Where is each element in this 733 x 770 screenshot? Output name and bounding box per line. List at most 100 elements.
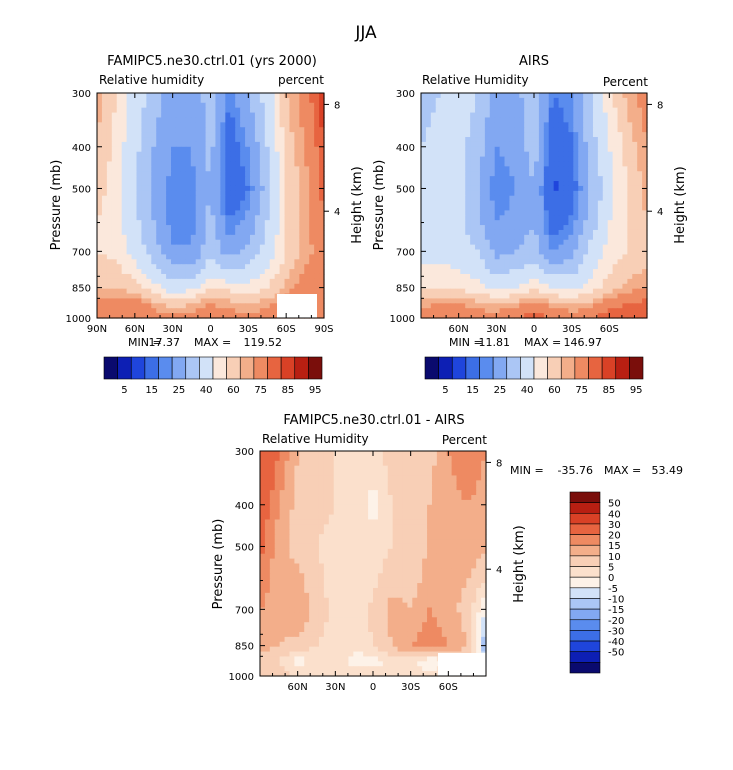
contour-cell bbox=[294, 127, 300, 133]
contour-cell bbox=[146, 102, 152, 109]
contour-cell bbox=[200, 210, 207, 216]
contour-cell bbox=[382, 490, 389, 496]
contour-cell bbox=[304, 122, 310, 128]
contour-cell bbox=[460, 210, 466, 216]
contour-cell bbox=[240, 127, 246, 133]
contour-cell bbox=[387, 480, 394, 486]
contour-cell bbox=[240, 254, 246, 260]
contour-cell bbox=[573, 288, 579, 295]
contour-cell bbox=[264, 460, 271, 467]
contour-cell bbox=[568, 190, 574, 197]
contour-cell bbox=[156, 264, 162, 270]
contour-cell bbox=[314, 122, 320, 128]
contour-cell bbox=[494, 298, 501, 304]
contour-cell bbox=[642, 205, 648, 211]
contour-cell bbox=[455, 190, 461, 197]
contour-cell bbox=[466, 504, 472, 511]
contour-cell bbox=[440, 229, 447, 236]
contour-cell bbox=[632, 112, 638, 119]
contour-cell bbox=[304, 190, 310, 197]
contour-cell bbox=[470, 176, 476, 182]
contour-cell bbox=[185, 190, 192, 197]
contour-cell bbox=[230, 151, 236, 158]
contour-cell bbox=[136, 190, 143, 197]
contour-cell bbox=[151, 97, 157, 104]
contour-cell bbox=[548, 132, 555, 138]
contour-cell bbox=[524, 278, 530, 285]
contour-cell bbox=[446, 465, 453, 472]
colorbar-swatch bbox=[308, 356, 323, 380]
contour-cell bbox=[519, 93, 525, 99]
contour-cell bbox=[348, 480, 354, 486]
contour-cell bbox=[489, 166, 496, 172]
contour-cell bbox=[210, 156, 217, 163]
contour-cell bbox=[470, 200, 476, 207]
contour-cell bbox=[274, 283, 281, 290]
contour-cell bbox=[456, 485, 463, 491]
contour-cell bbox=[215, 264, 221, 270]
contour-cell bbox=[509, 249, 515, 256]
contour-cell bbox=[249, 190, 256, 197]
contour-cell bbox=[524, 308, 530, 314]
contour-cell bbox=[368, 480, 374, 486]
contour-cell bbox=[264, 239, 271, 246]
contour-cell bbox=[465, 185, 471, 192]
contour-cell bbox=[425, 254, 432, 260]
contour-cell bbox=[131, 288, 138, 295]
contour-cell bbox=[106, 278, 113, 285]
contour-cell bbox=[622, 225, 628, 231]
contour-cell bbox=[171, 239, 177, 246]
contour-cell bbox=[254, 264, 261, 270]
contour-cell bbox=[195, 205, 202, 211]
contour-cell bbox=[97, 269, 103, 275]
contour-cell bbox=[126, 298, 133, 304]
contour-cell bbox=[632, 117, 638, 123]
contour-cell bbox=[156, 215, 162, 221]
contour-cell bbox=[264, 278, 271, 285]
contour-cell bbox=[205, 185, 212, 192]
contour-cell bbox=[558, 298, 565, 304]
contour-cell bbox=[299, 107, 305, 114]
contour-cell bbox=[328, 475, 335, 481]
contour-cell bbox=[166, 249, 172, 256]
contour-cell bbox=[274, 470, 281, 477]
contour-cell bbox=[460, 205, 466, 211]
contour-cell bbox=[553, 210, 560, 216]
contour-cell bbox=[309, 485, 315, 491]
contour-cell bbox=[249, 156, 256, 163]
contour-cell bbox=[309, 254, 315, 260]
contour-cell bbox=[425, 229, 432, 236]
contour-cell bbox=[543, 161, 550, 167]
contour-cell bbox=[146, 229, 152, 236]
contour-cell bbox=[494, 141, 501, 148]
contour-cell bbox=[558, 229, 565, 236]
y-tick-label: 400 bbox=[396, 143, 415, 154]
contour-cell bbox=[235, 225, 241, 231]
contour-cell bbox=[632, 264, 638, 270]
contour-cell bbox=[534, 303, 540, 309]
contour-cell bbox=[269, 137, 276, 143]
contour-cell bbox=[627, 195, 633, 202]
contour-cell bbox=[210, 269, 217, 275]
contour-cell bbox=[475, 205, 481, 211]
contour-cell bbox=[126, 293, 133, 300]
contour-cell bbox=[121, 117, 128, 123]
contour-cell bbox=[597, 293, 604, 300]
contour-cell bbox=[543, 278, 550, 285]
contour-cell bbox=[627, 239, 633, 246]
contour-cell bbox=[588, 215, 594, 221]
contour-cell bbox=[548, 122, 555, 128]
contour-cell bbox=[504, 220, 511, 226]
contour-cell bbox=[284, 475, 291, 481]
contour-cell bbox=[225, 181, 231, 187]
contour-cell bbox=[314, 509, 320, 516]
contour-cell bbox=[524, 264, 530, 270]
panel-diff-left-label: Relative Humidity bbox=[262, 432, 369, 446]
contour-cell bbox=[314, 273, 320, 280]
contour-cell bbox=[461, 495, 467, 501]
contour-cell bbox=[627, 229, 633, 236]
contour-cell bbox=[161, 117, 167, 123]
contour-cell bbox=[425, 264, 432, 270]
contour-cell bbox=[637, 185, 643, 192]
contour-cell bbox=[151, 293, 157, 300]
